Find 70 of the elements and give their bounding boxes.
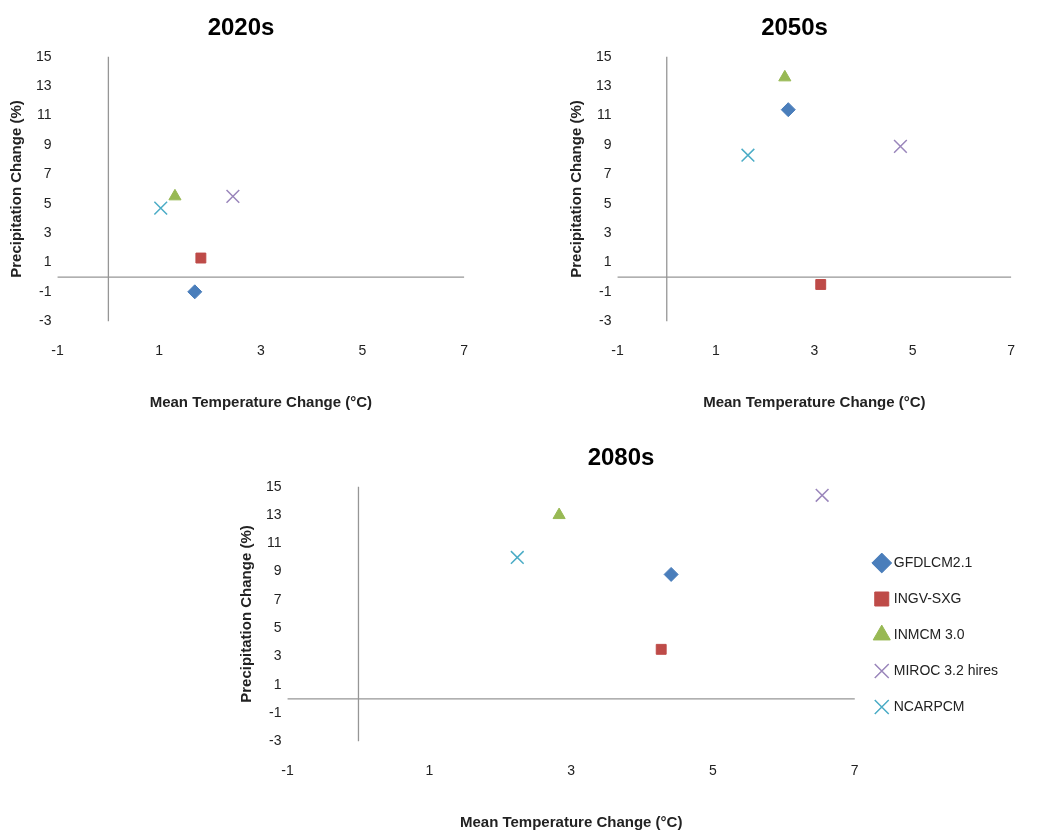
y-tick-label: -1 xyxy=(269,703,282,720)
x-tick-label: 3 xyxy=(810,342,819,359)
y-tick-label: -3 xyxy=(599,312,612,329)
y-tick-label: 1 xyxy=(43,253,52,270)
x-tick-label: 7 xyxy=(1007,342,1016,359)
point xyxy=(187,284,203,300)
point xyxy=(815,279,827,290)
x-tick-label: 5 xyxy=(908,342,917,359)
point xyxy=(510,550,525,565)
point xyxy=(780,102,796,118)
y-tick-label: -1 xyxy=(599,282,612,299)
legend-label: INGV-SXG xyxy=(893,589,962,606)
point xyxy=(740,148,756,163)
y-tick-label: 3 xyxy=(43,223,52,240)
y-tick-label: 3 xyxy=(603,223,612,240)
y-tick-label: 15 xyxy=(595,47,612,64)
y-tick-label: 5 xyxy=(43,194,52,211)
chart-title: 2080s xyxy=(587,443,655,471)
chart-title: 2050s xyxy=(761,13,828,41)
y-tick-label: 3 xyxy=(273,647,282,664)
y-tick-label: 9 xyxy=(43,135,52,152)
legend-label: GFDLCM2.1 xyxy=(893,553,973,570)
x-tick-label: 1 xyxy=(155,342,164,359)
y-tick-label: 9 xyxy=(603,135,612,152)
x-axis-title: Mean Temperature Change (°C) xyxy=(703,393,926,411)
point xyxy=(153,200,168,216)
y-tick-label: 11 xyxy=(37,106,52,123)
y-tick-label: 5 xyxy=(273,618,282,635)
x-tick-label: 7 xyxy=(460,342,469,359)
x-tick-label: 3 xyxy=(567,762,576,779)
y-tick-label: 1 xyxy=(603,253,612,270)
y-tick-label: 13 xyxy=(265,505,282,522)
y-tick-label: 7 xyxy=(43,165,52,182)
x-axis-title: Mean Temperature Change (°C) xyxy=(459,813,683,831)
x-tick-label: 7 xyxy=(850,762,859,779)
y-tick-label: 13 xyxy=(595,77,612,94)
point xyxy=(778,69,792,82)
x-tick-label: 1 xyxy=(425,762,434,779)
legend-label: INMCM 3.0 xyxy=(893,625,965,642)
x-tick-label: 5 xyxy=(358,342,367,359)
point xyxy=(893,139,908,154)
point xyxy=(655,643,667,655)
y-tick-label: -1 xyxy=(39,282,52,299)
y-tick-label: 15 xyxy=(35,47,52,64)
y-tick-label: 13 xyxy=(35,77,52,94)
y-axis-title: Precipitation Change (%) xyxy=(7,100,25,278)
x-tick-label: 5 xyxy=(709,762,718,779)
x-tick-label: 1 xyxy=(712,342,721,359)
y-tick-label: 1 xyxy=(273,675,282,692)
y-tick-label: 9 xyxy=(273,562,282,579)
chart-title: 2020s xyxy=(207,13,275,41)
point xyxy=(195,252,207,264)
y-tick-label: 15 xyxy=(265,477,282,494)
y-tick-label: 5 xyxy=(603,194,612,211)
x-axis-title: Mean Temperature Change (°C) xyxy=(149,393,373,411)
y-axis-title: Precipitation Change (%) xyxy=(237,525,255,703)
y-axis-title: Precipitation Change (%) xyxy=(567,100,585,278)
y-tick-label: 11 xyxy=(597,106,612,123)
y-tick-label: -3 xyxy=(39,312,52,329)
y-tick-label: 7 xyxy=(603,165,612,182)
point xyxy=(168,188,182,201)
y-tick-label: 7 xyxy=(273,590,282,607)
y-tick-label: -3 xyxy=(269,732,282,749)
point xyxy=(552,507,566,520)
point xyxy=(225,189,240,204)
point xyxy=(815,488,830,503)
legend-label: NCARPCM xyxy=(893,697,965,714)
legend-label: MIROC 3.2 hires xyxy=(893,661,998,678)
point xyxy=(663,566,679,582)
y-tick-label: 11 xyxy=(267,534,282,551)
